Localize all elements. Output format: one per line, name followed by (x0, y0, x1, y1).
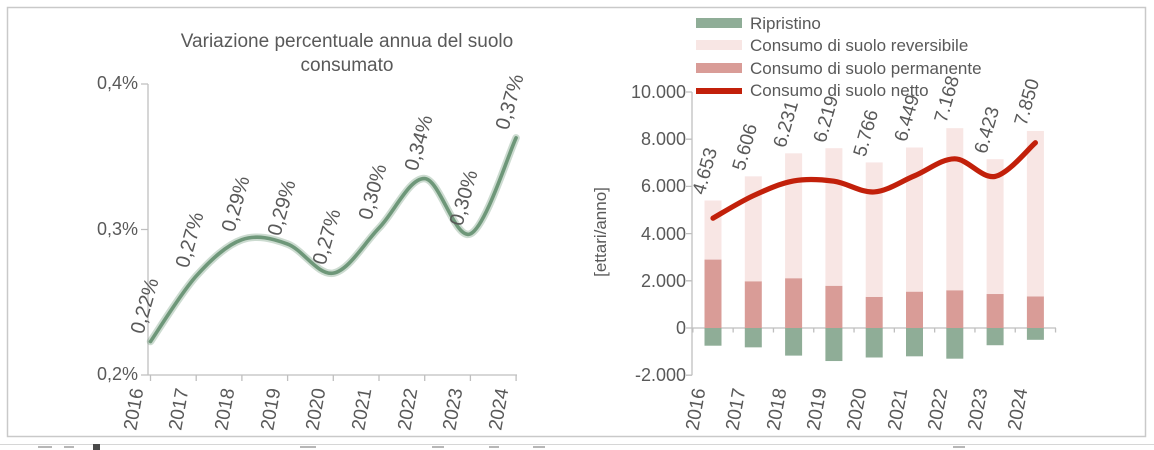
bar-permanente (825, 285, 843, 328)
legend-label: Ripristino (750, 14, 821, 33)
right-ytick-label: 0 (675, 318, 686, 338)
legend-label: Consumo di suolo netto (750, 81, 929, 100)
bar-permanente (986, 294, 1004, 328)
right-ytick-label: -2.000 (634, 365, 686, 386)
bar-reversibile (785, 153, 803, 279)
right-line-netto (710, 140, 1038, 221)
left-tick-marks (141, 83, 517, 381)
right-tick-marks (686, 91, 1057, 376)
legend-label: Consumo di suolo permanente (750, 58, 982, 78)
right-ytick-label: 8.000 (640, 129, 686, 150)
legend-label: Consumo di suolo reversibile (750, 36, 969, 55)
bar-reversibile (1026, 130, 1044, 297)
bar-permanente (906, 291, 923, 328)
right-y-axis-title: [ettari/anno] (591, 187, 610, 277)
bar-permanente (785, 278, 803, 328)
bar-ripristino (906, 328, 923, 357)
bar-permanente (865, 296, 883, 328)
bar-ripristino (986, 328, 1004, 346)
legend-item-ripristino: Ripristino (0, 15, 1000, 33)
bar-ripristino (704, 328, 722, 346)
bar-reversibile (906, 147, 923, 292)
legend-swatch-permanente (696, 62, 742, 73)
bar-permanente (946, 290, 964, 328)
bar-reversibile (744, 176, 762, 282)
bar-reversibile (704, 200, 722, 260)
bar-ripristino (825, 328, 843, 362)
bar-ripristino (865, 328, 883, 358)
bar-reversibile (825, 148, 843, 286)
legend-swatch-reversibile (696, 40, 742, 50)
left-ytick-label: 0,3% (96, 219, 138, 239)
bar-reversibile (865, 162, 883, 297)
bar-ripristino (744, 328, 762, 348)
bar-ripristino (1026, 328, 1044, 340)
right-ytick-label: 6.000 (640, 176, 686, 197)
legend-item-netto: Consumo di suolo netto (0, 82, 1000, 100)
bar-permanente (1026, 296, 1044, 328)
legend-item-reversibile: Consumo di suolo reversibile (0, 37, 1000, 55)
figure-border (6, 6, 1147, 438)
legend-swatch-netto (696, 88, 742, 94)
legend-swatch-ripristino (696, 18, 742, 28)
left-ytick-label: 0,2% (96, 364, 138, 384)
right-ytick-label: 4.000 (640, 223, 686, 244)
bar-permanente (704, 259, 722, 328)
left-ytick-label: 0,4% (96, 73, 138, 93)
legend-item-permanente: Consumo di suolo permanente (0, 58, 1000, 78)
bar-ripristino (785, 328, 803, 356)
bar-ripristino (946, 328, 964, 359)
left-chart-title: Variazione percentuale annua del suolo c… (180, 31, 514, 76)
right-ytick-label: 2.000 (640, 270, 686, 291)
right-ytick-label: 10.000 (630, 82, 686, 102)
bar-reversibile (946, 128, 964, 291)
bar-reversibile (986, 159, 1004, 295)
left-line-series (148, 136, 518, 344)
bar-permanente (744, 281, 762, 328)
